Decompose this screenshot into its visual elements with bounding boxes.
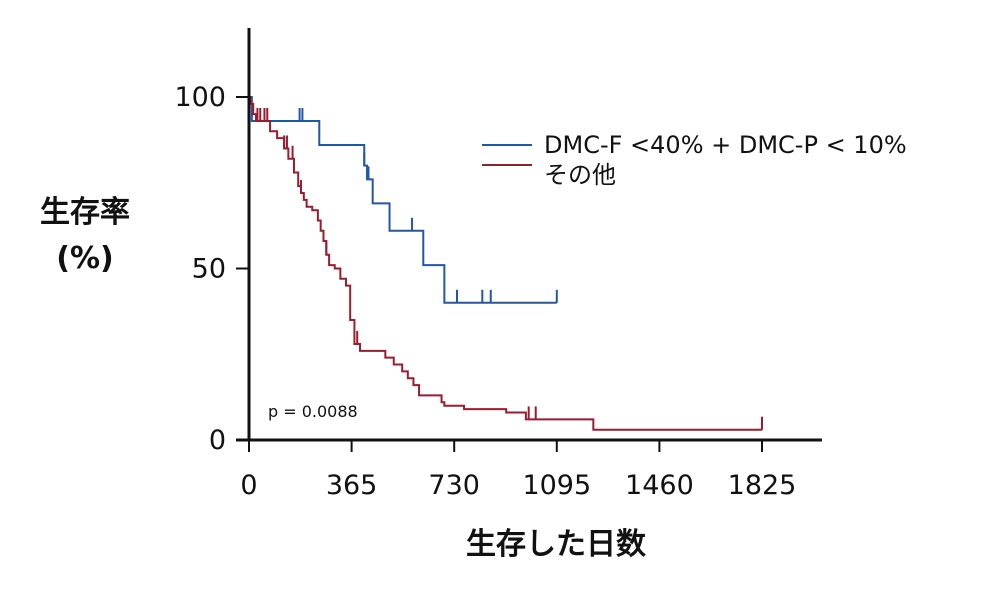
x-tick-label-5: 1825 xyxy=(728,470,797,501)
x-tick-label-0: 0 xyxy=(240,470,257,501)
y-axis-title-line-2: (%) xyxy=(56,241,113,276)
y-axis-title-line-1: 生存率 xyxy=(40,195,130,230)
x-tick-label-2: 730 xyxy=(428,470,480,501)
legend: DMC-F <40% + DMC-P < 10% その他 xyxy=(482,131,907,189)
x-tick-label-1: 365 xyxy=(326,470,378,501)
tick-layer: 0 365 730 1095 1460 1825 0 50 100 xyxy=(174,82,796,501)
series-1-curve xyxy=(249,96,557,304)
series-layer xyxy=(249,96,763,431)
legend-label-1: DMC-F <40% + DMC-P < 10% xyxy=(544,131,907,159)
annotation-p-value: p = 0.0088 xyxy=(268,402,358,421)
y-tick-label-0: 0 xyxy=(209,425,226,456)
legend-label-2: その他 xyxy=(544,161,616,189)
x-tick-label-4: 1460 xyxy=(625,470,694,501)
x-axis-title: 生存した日数 xyxy=(466,527,647,562)
y-tick-label-1: 50 xyxy=(192,254,226,285)
y-tick-label-2: 100 xyxy=(174,82,226,113)
x-tick-label-3: 1095 xyxy=(522,470,591,501)
